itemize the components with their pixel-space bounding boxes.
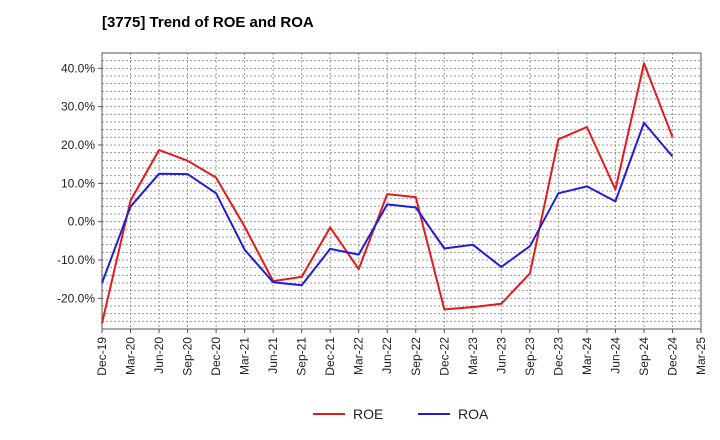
x-tick-label: Mar-25: [694, 337, 708, 375]
chart-title: [3775] Trend of ROE and ROA: [102, 14, 314, 31]
y-tick-label: 10.0%: [61, 176, 95, 190]
x-tick-label: Sep-24: [637, 337, 651, 376]
legend-label-roe: ROE: [353, 406, 383, 422]
series-line-roe: [101, 62, 674, 324]
x-tick-label: Sep-22: [409, 337, 423, 376]
x-tick-label: Dec-23: [551, 337, 565, 376]
x-tick-label: Mar-24: [580, 337, 594, 375]
legend-label-roa: ROA: [458, 406, 489, 422]
x-tick-label: Dec-20: [209, 337, 223, 376]
x-tick-label: Jun-20: [152, 337, 166, 374]
x-tick-label: Mar-22: [352, 337, 366, 375]
y-tick-label: 40.0%: [61, 61, 95, 75]
y-tick-label: 30.0%: [61, 100, 95, 114]
y-tick-label: 0.0%: [68, 215, 96, 229]
x-tick-label: Mar-20: [124, 337, 138, 375]
x-tick-label: Mar-21: [238, 337, 252, 375]
plot-frame: [101, 52, 702, 330]
series-line-roa: [101, 121, 674, 287]
y-axis-ticks: -20.0% -10.0% 0.0% 10.0% 20.0% 30.0% 40.0%: [57, 61, 102, 305]
grid-layer: [101, 52, 702, 330]
x-tick-label: Sep-21: [295, 337, 309, 376]
x-tick-label: Sep-23: [523, 337, 537, 376]
y-tick-label: -10.0%: [57, 253, 95, 267]
y-tick-label: 20.0%: [61, 138, 95, 152]
x-tick-label: Jun-21: [266, 337, 280, 374]
x-tick-label: Mar-23: [466, 337, 480, 375]
x-tick-label: Dec-24: [665, 337, 679, 376]
legend: ROE ROA: [313, 406, 489, 422]
x-tick-label: Jun-22: [380, 337, 394, 374]
y-tick-label: -20.0%: [57, 291, 95, 305]
x-tick-label: Dec-21: [323, 337, 337, 376]
x-axis-ticks: Dec-19 Mar-20 Jun-20 Sep-20 Dec-20 Mar-21 Jun-…: [95, 329, 708, 376]
x-tick-label: Sep-20: [181, 337, 195, 376]
x-tick-label: Dec-22: [437, 337, 451, 376]
x-tick-label: Jun-24: [608, 337, 622, 374]
x-tick-label: Dec-19: [95, 337, 109, 376]
x-tick-label: Jun-23: [494, 337, 508, 374]
series-layer: [101, 62, 674, 324]
